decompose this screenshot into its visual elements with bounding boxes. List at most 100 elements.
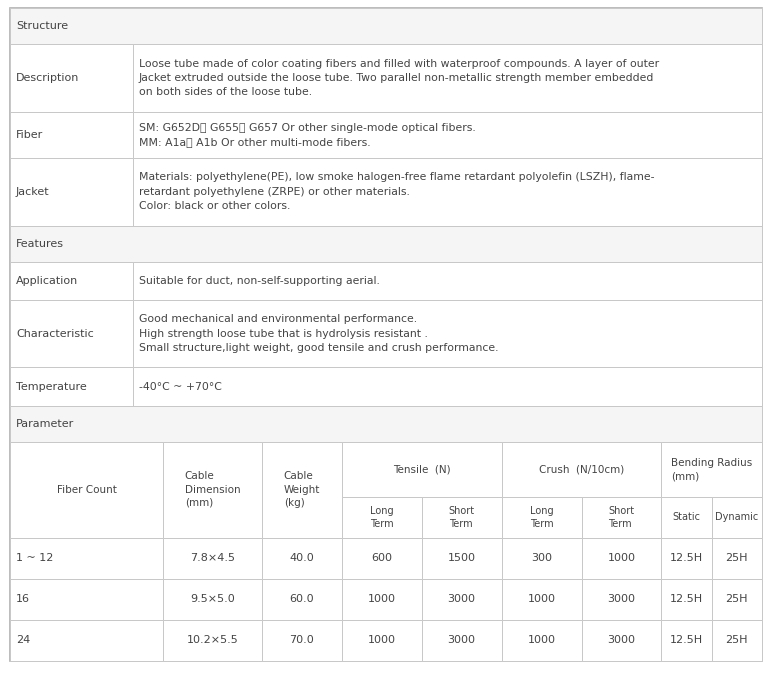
Bar [10,300,133,368]
Bar [133,300,762,368]
Text: 1000: 1000 [608,553,635,563]
Text: 10.2×5.5: 10.2×5.5 [187,635,239,646]
Bar [262,442,342,538]
Bar [422,538,502,579]
Text: 40.0: 40.0 [290,553,314,563]
Text: 1 ~ 12: 1 ~ 12 [16,553,53,563]
Text: Temperature: Temperature [16,381,86,392]
Bar [712,579,762,620]
Bar [502,442,662,497]
Bar [342,620,422,661]
Text: Loose tube made of color coating fibers and filled with waterproof compounds. A : Loose tube made of color coating fibers … [139,58,659,97]
Bar [581,620,662,661]
Text: 300: 300 [531,553,552,563]
Bar [133,262,762,300]
Bar [10,620,163,661]
Text: Cable
Weight
(kg): Cable Weight (kg) [283,471,320,508]
Text: 1000: 1000 [367,635,396,646]
Bar [133,158,762,226]
Text: 25H: 25H [726,594,748,604]
Bar [133,44,762,113]
Bar [163,579,262,620]
Bar [581,579,662,620]
Text: Features: Features [16,239,64,249]
Text: Static: Static [672,512,700,523]
Bar [262,538,342,579]
Bar [502,620,581,661]
Bar [422,579,502,620]
Bar [133,113,762,158]
Bar [163,442,262,538]
Bar [712,497,762,538]
Bar [262,620,342,661]
Text: 12.5H: 12.5H [670,553,703,563]
Text: 24: 24 [16,635,30,646]
Bar [133,368,762,406]
Bar [10,113,133,158]
Text: Suitable for duct, non-self-supporting aerial.: Suitable for duct, non-self-supporting a… [139,276,380,286]
Text: Jacket: Jacket [16,187,49,197]
Text: Cable
Dimension
(mm): Cable Dimension (mm) [185,471,240,508]
Bar [502,442,581,538]
Text: 70.0: 70.0 [290,635,314,646]
Bar [502,538,581,579]
Bar [163,620,262,661]
Text: Fiber: Fiber [16,130,43,140]
Bar [10,368,133,406]
Bar [502,497,581,538]
Bar [342,538,422,579]
Text: 3000: 3000 [448,594,476,604]
Bar [581,497,662,538]
Bar [342,579,422,620]
Bar [581,538,662,579]
Text: Description: Description [16,73,80,83]
Text: 3000: 3000 [608,635,635,646]
Text: Bending Radius
(mm): Bending Radius (mm) [671,458,753,481]
Bar [163,538,262,579]
Bar [422,442,502,538]
Bar [10,44,133,113]
Bar [422,620,502,661]
Text: Structure: Structure [16,21,68,31]
Text: 12.5H: 12.5H [670,594,703,604]
Bar [662,442,712,538]
Text: Materials: polyethylene(PE), low smoke halogen-free flame retardant polyolefin (: Materials: polyethylene(PE), low smoke h… [139,172,654,211]
Bar [163,442,262,538]
Text: -40°C ~ +70°C: -40°C ~ +70°C [139,381,222,392]
Text: Tensile  (N): Tensile (N) [393,464,451,475]
Text: SM: G652D， G655、 G657 Or other single-mode optical fibers.
MM: A1a， A1b Or other: SM: G652D， G655、 G657 Or other single-mo… [139,123,476,147]
Text: 12.5H: 12.5H [670,635,703,646]
Bar [10,406,762,442]
Text: 1000: 1000 [527,635,556,646]
Bar [342,497,422,538]
Bar [262,442,342,538]
Bar [10,538,163,579]
Bar [581,442,662,538]
Text: Application: Application [16,276,78,286]
Bar [502,579,581,620]
Bar [10,226,762,262]
Bar [10,158,133,226]
Bar [712,442,762,538]
Text: Short
Term: Short Term [608,506,635,529]
Bar [712,538,762,579]
Bar [662,579,712,620]
Text: 16: 16 [16,594,30,604]
Bar [262,579,342,620]
Text: 25H: 25H [726,553,748,563]
Text: 25H: 25H [726,635,748,646]
Bar [422,497,502,538]
Bar [662,497,712,538]
Bar [342,442,502,497]
Text: 3000: 3000 [448,635,476,646]
Text: 60.0: 60.0 [290,594,314,604]
Bar [712,620,762,661]
Text: 1500: 1500 [448,553,476,563]
Text: 1000: 1000 [367,594,396,604]
Text: Characteristic: Characteristic [16,329,93,339]
Bar [10,579,163,620]
Text: 1000: 1000 [527,594,556,604]
Text: 9.5×5.0: 9.5×5.0 [190,594,235,604]
Text: Long
Term: Long Term [370,506,394,529]
Text: 600: 600 [371,553,392,563]
